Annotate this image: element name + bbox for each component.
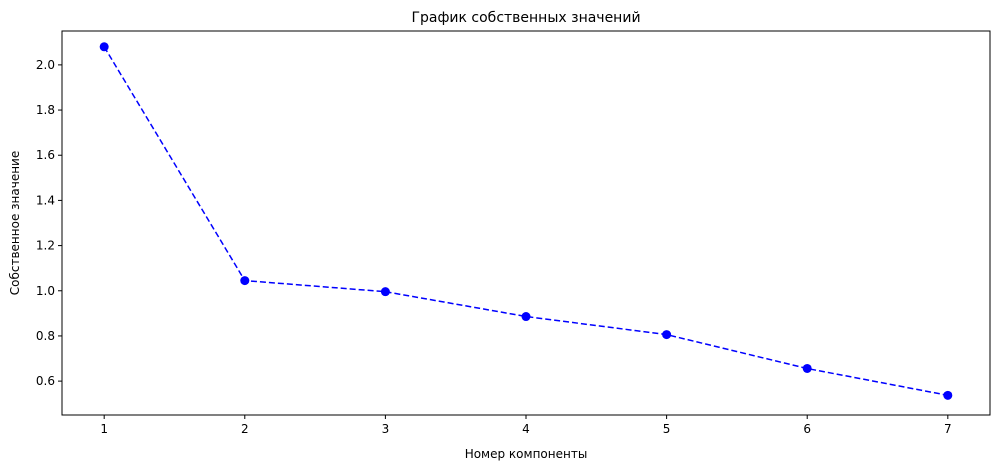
x-axis-ticks: 1 2 3 4 5 6 7 <box>100 415 952 436</box>
data-point <box>521 312 531 322</box>
x-tick-label: 3 <box>382 422 390 436</box>
y-tick-label: 1.4 <box>36 193 55 207</box>
x-tick-label: 6 <box>803 422 811 436</box>
y-tick-label: 1.0 <box>36 284 55 298</box>
chart-title: График собственных значений <box>411 10 640 26</box>
data-point <box>662 330 672 340</box>
y-tick-label: 2.0 <box>36 58 55 72</box>
data-point <box>802 363 812 373</box>
data-point <box>943 390 953 400</box>
y-tick-label: 1.6 <box>36 148 55 162</box>
x-tick-label: 4 <box>522 422 530 436</box>
data-point <box>240 276 250 286</box>
data-points <box>99 42 953 400</box>
plot-area-frame <box>61 30 991 416</box>
x-tick-label: 5 <box>663 422 671 436</box>
data-point <box>380 287 390 297</box>
y-axis-ticks: 0.6 0.8 1.0 1.2 1.4 1.6 1.8 2.0 <box>36 58 62 388</box>
data-point <box>99 42 109 52</box>
y-axis-label: Собственное значение <box>8 151 22 295</box>
series-line <box>103 46 948 397</box>
x-tick-label: 2 <box>241 422 249 436</box>
y-tick-label: 1.8 <box>36 103 55 117</box>
x-axis-label: Номер компоненты <box>465 447 588 461</box>
y-tick-label: 0.8 <box>36 329 55 343</box>
x-tick-label: 7 <box>944 422 952 436</box>
y-tick-label: 0.6 <box>36 374 55 388</box>
y-tick-label: 1.2 <box>36 239 55 253</box>
x-tick-label: 1 <box>100 422 108 436</box>
